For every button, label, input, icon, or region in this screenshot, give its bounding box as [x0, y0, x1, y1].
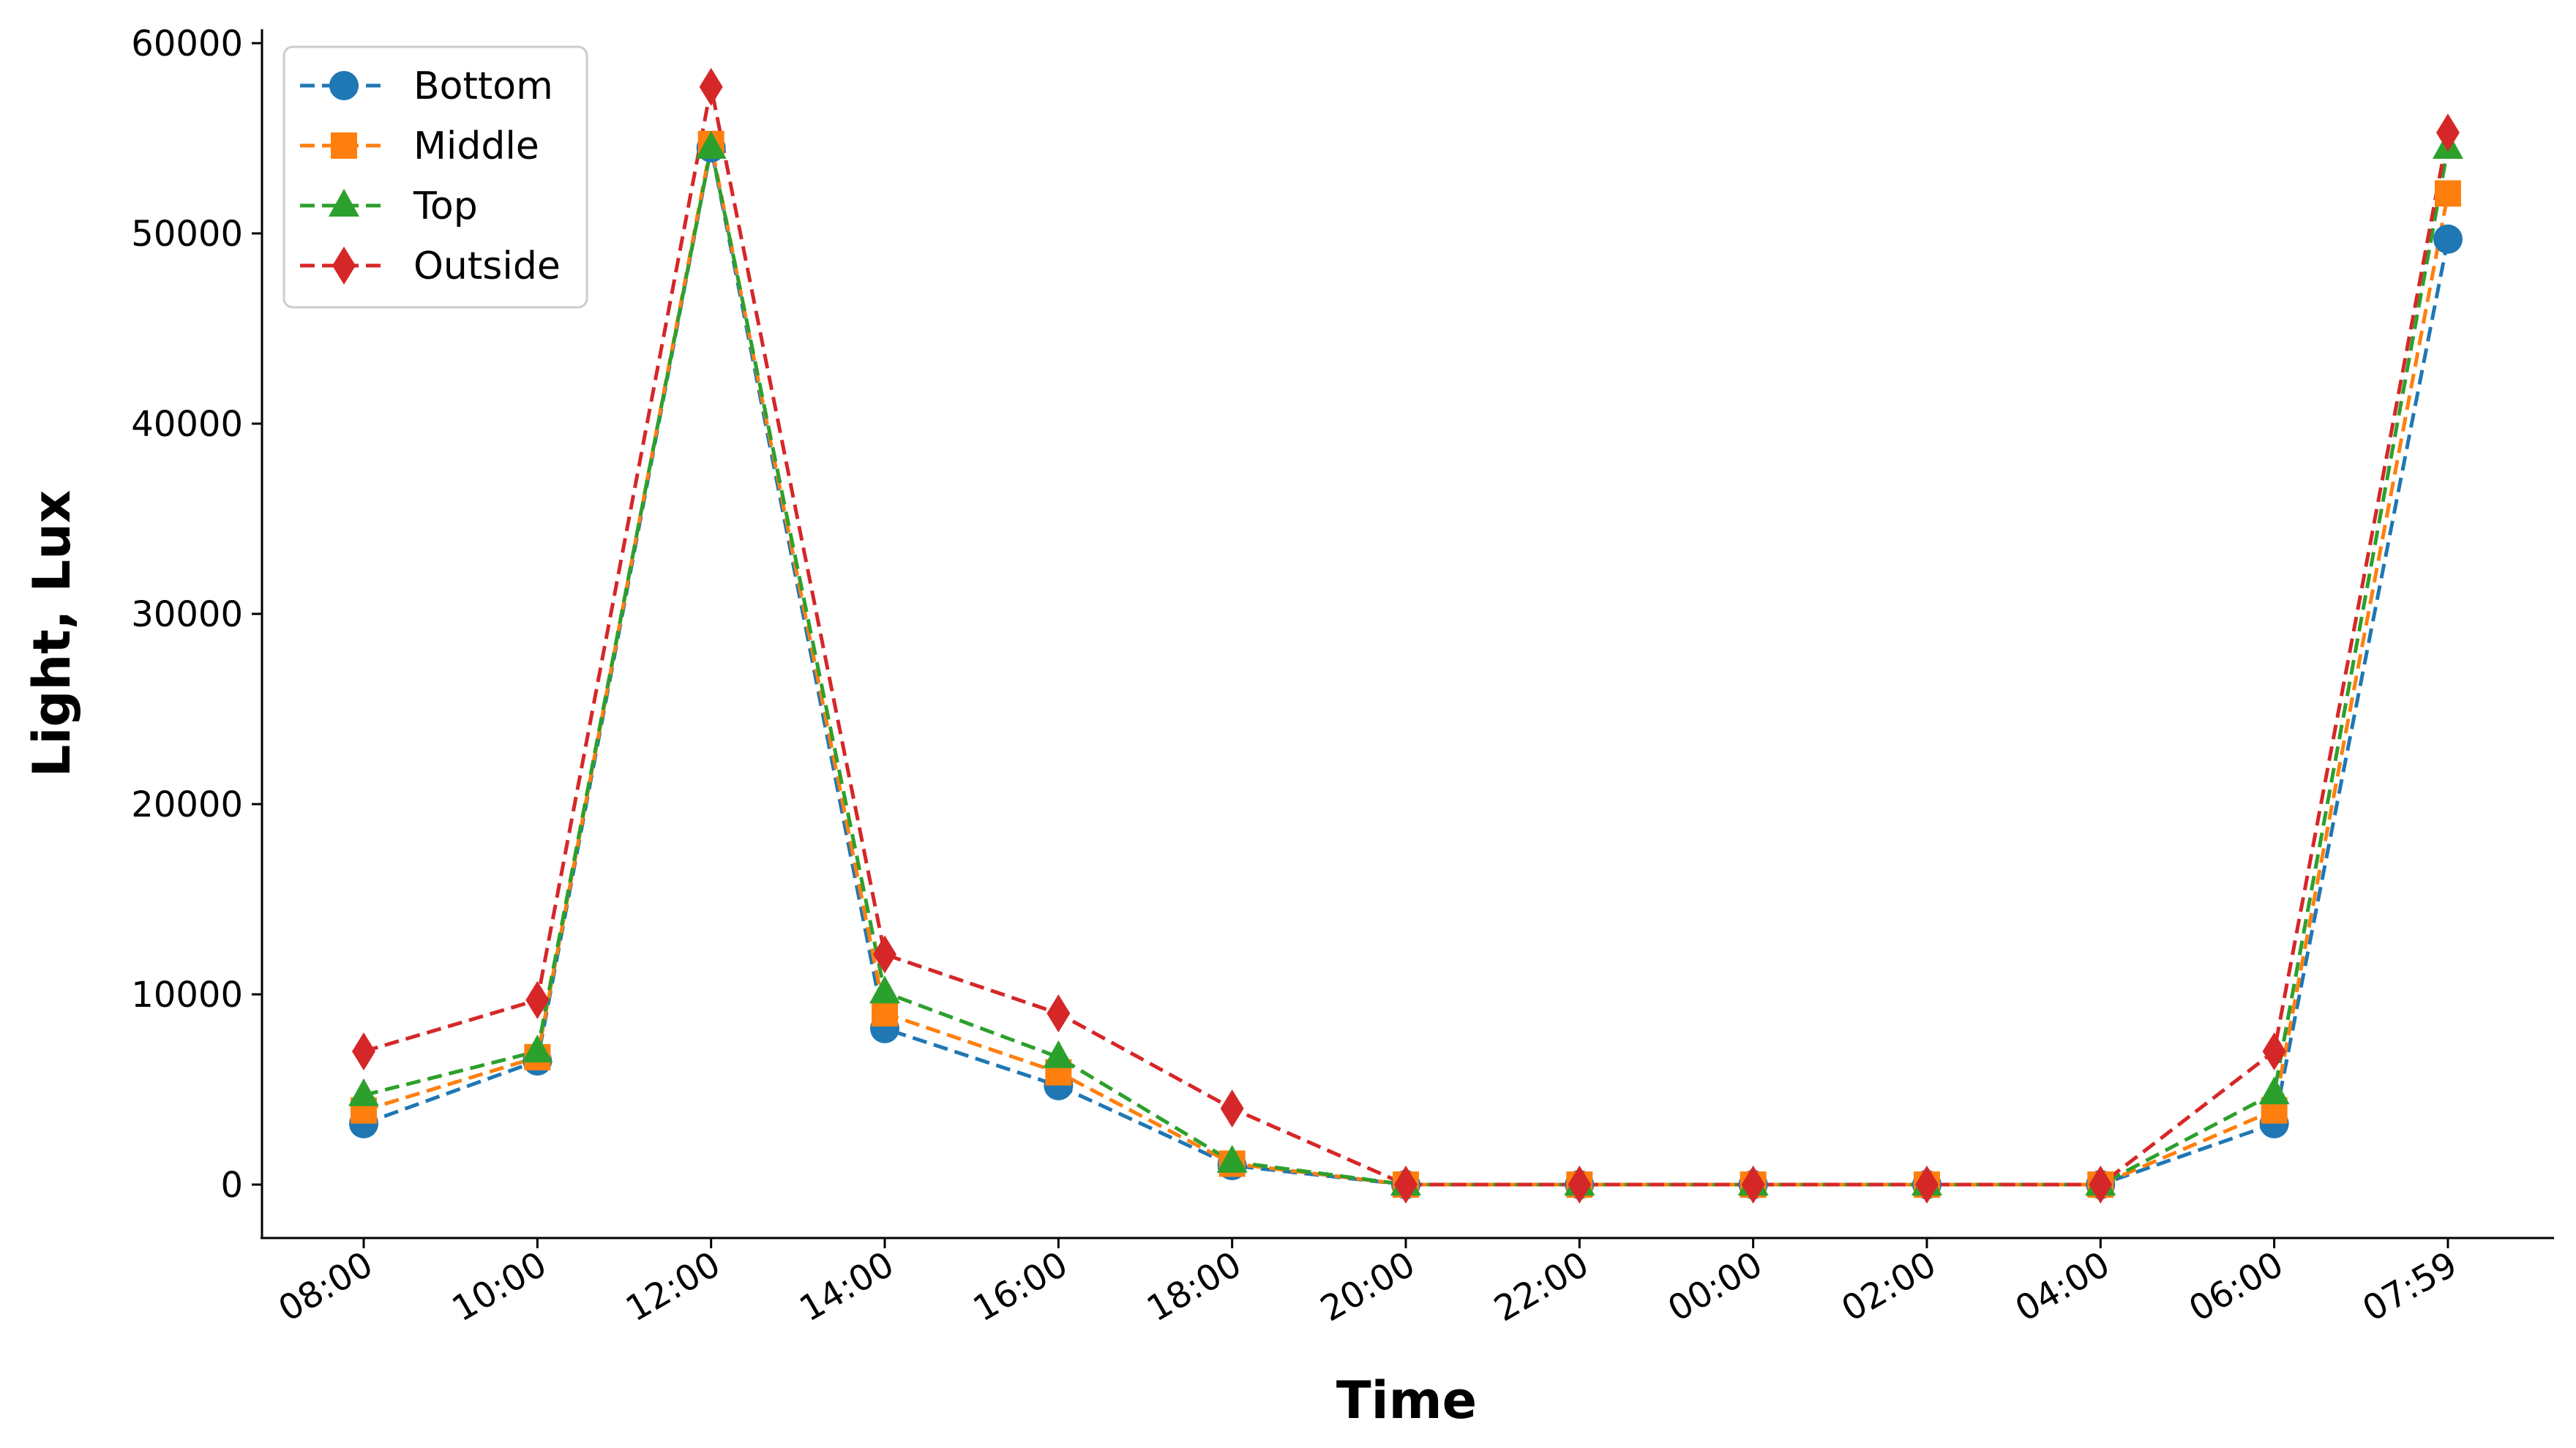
- data-point: [2434, 180, 2461, 207]
- y-tick-label: 50000: [131, 214, 243, 255]
- series-line: [363, 146, 2450, 1187]
- x-tick-label: 10:00: [446, 1244, 554, 1330]
- y-tick-label: 20000: [131, 784, 243, 825]
- x-tick-label: 18:00: [1140, 1244, 1248, 1330]
- legend: Bottom Middle Top Outside: [282, 45, 588, 309]
- plot-area: [348, 67, 2463, 1204]
- series-line: [363, 146, 2450, 1187]
- data-point: [522, 1035, 553, 1062]
- data-point: [1568, 1166, 1592, 1204]
- data-point: [2089, 1166, 2113, 1204]
- legend-label: Outside: [413, 244, 561, 288]
- data-point: [1043, 1040, 1074, 1068]
- data-point: [1216, 1144, 1248, 1173]
- y-tick-label: 0: [220, 1165, 243, 1206]
- x-tick-label: 16:00: [967, 1244, 1075, 1330]
- data-point: [695, 131, 727, 159]
- data-point: [2435, 113, 2460, 152]
- data-point: [2258, 1076, 2290, 1105]
- y-ticks: 0 10000 20000 30000 40000 50000 60000: [131, 23, 262, 1206]
- data-point: [699, 67, 723, 106]
- data-point: [348, 1078, 379, 1106]
- axes: [261, 29, 2554, 1239]
- legend-marker: [329, 71, 359, 100]
- data-point: [2433, 224, 2463, 254]
- data-point: [1741, 1166, 1765, 1204]
- x-tick-label: 08:00: [272, 1244, 380, 1330]
- data-point: [1046, 994, 1071, 1032]
- x-tick-label: 04:00: [2009, 1244, 2117, 1330]
- data-point: [872, 935, 896, 974]
- y-tick-label: 10000: [131, 975, 243, 1016]
- legend-frame: [282, 45, 588, 309]
- series-line: [363, 85, 2450, 1187]
- x-axis-title: Time: [1336, 1370, 1477, 1430]
- x-tick-label: 14:00: [793, 1244, 901, 1330]
- y-tick-label: 40000: [131, 404, 243, 445]
- x-tick-label: 20:00: [1314, 1244, 1422, 1330]
- legend-label: Top: [413, 184, 478, 228]
- y-axis-title: Light, Lux: [22, 490, 82, 778]
- x-ticks: 08:00 10:00 12:00 14:00 16:00 18:00 20:00 22:00…: [272, 1238, 2464, 1330]
- series-line: [363, 142, 2450, 1187]
- y-tick-label: 60000: [131, 23, 243, 64]
- data-point: [1393, 1166, 1418, 1204]
- data-point: [1914, 1166, 1939, 1204]
- x-tick-label: 06:00: [2182, 1244, 2291, 1330]
- legend-marker: [332, 247, 356, 285]
- y-tick-label: 30000: [131, 594, 243, 635]
- legend-label: Middle: [413, 124, 539, 168]
- x-tick-label: 12:00: [619, 1244, 727, 1330]
- data-point: [871, 1000, 898, 1027]
- x-tick-label: 07:59: [2356, 1244, 2464, 1330]
- x-tick-label: 00:00: [1661, 1244, 1770, 1330]
- legend-marker: [329, 189, 359, 217]
- data-point: [2262, 1032, 2286, 1070]
- data-point: [1220, 1089, 1244, 1128]
- data-point: [352, 1032, 375, 1070]
- legend-label: Bottom: [413, 64, 553, 108]
- data-point: [869, 975, 900, 1004]
- legend-marker: [331, 132, 357, 159]
- x-tick-label: 22:00: [1488, 1244, 1596, 1330]
- x-tick-label: 02:00: [1835, 1244, 1943, 1330]
- data-point: [525, 980, 550, 1019]
